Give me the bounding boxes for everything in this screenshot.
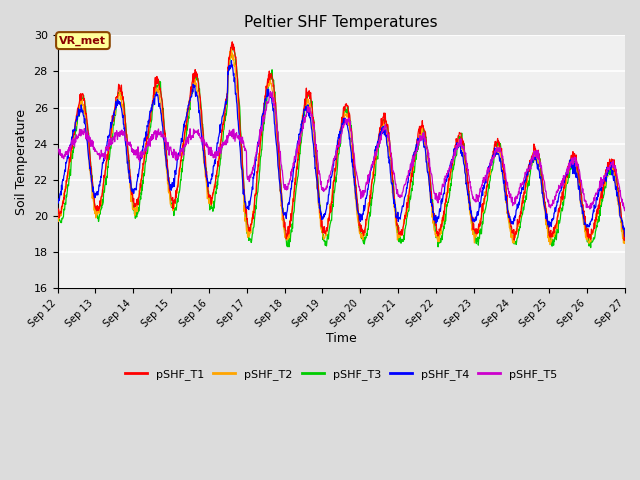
pSHF_T4: [504, 211, 512, 216]
Line: pSHF_T3: pSHF_T3: [58, 46, 625, 248]
pSHF_T1: [228, 39, 236, 45]
pSHF_T4: [166, 183, 173, 189]
pSHF_T3: [621, 230, 629, 236]
pSHF_T3: [166, 189, 173, 195]
Y-axis label: Soil Temperature: Soil Temperature: [15, 109, 28, 215]
pSHF_T3: [228, 43, 236, 48]
pSHF_T3: [430, 210, 438, 216]
pSHF_T1: [504, 209, 512, 215]
pSHF_T2: [228, 46, 236, 52]
pSHF_T1: [554, 212, 562, 217]
pSHF_T1: [621, 229, 629, 235]
pSHF_T4: [554, 199, 562, 205]
pSHF_T2: [244, 234, 252, 240]
pSHF_T5: [54, 145, 61, 151]
Text: VR_met: VR_met: [60, 36, 106, 46]
Line: pSHF_T4: pSHF_T4: [58, 60, 625, 237]
X-axis label: Time: Time: [326, 332, 356, 345]
pSHF_T4: [54, 199, 61, 204]
pSHF_T4: [244, 205, 252, 211]
pSHF_T3: [554, 230, 562, 236]
Line: pSHF_T1: pSHF_T1: [58, 42, 625, 240]
pSHF_T3: [180, 155, 188, 161]
pSHF_T5: [180, 152, 188, 158]
pSHF_T5: [504, 186, 512, 192]
pSHF_T3: [587, 245, 595, 251]
pSHF_T3: [504, 209, 512, 215]
pSHF_T3: [54, 210, 61, 216]
pSHF_T4: [621, 234, 629, 240]
pSHF_T5: [166, 144, 173, 150]
pSHF_T2: [554, 213, 562, 218]
pSHF_T4: [180, 121, 188, 127]
pSHF_T2: [430, 224, 438, 230]
pSHF_T2: [166, 196, 173, 202]
Line: pSHF_T2: pSHF_T2: [58, 49, 625, 245]
pSHF_T5: [430, 188, 438, 194]
pSHF_T5: [621, 208, 628, 214]
pSHF_T2: [180, 142, 188, 147]
pSHF_T4: [228, 58, 236, 63]
Line: pSHF_T5: pSHF_T5: [58, 92, 625, 211]
Legend: pSHF_T1, pSHF_T2, pSHF_T3, pSHF_T4, pSHF_T5: pSHF_T1, pSHF_T2, pSHF_T3, pSHF_T4, pSHF…: [120, 364, 562, 384]
pSHF_T2: [504, 215, 512, 220]
pSHF_T1: [54, 204, 61, 210]
pSHF_T3: [244, 227, 252, 233]
pSHF_T4: [430, 213, 438, 219]
pSHF_T1: [166, 188, 173, 194]
pSHF_T1: [180, 137, 188, 143]
pSHF_T1: [620, 238, 628, 243]
pSHF_T5: [554, 187, 562, 192]
pSHF_T5: [243, 175, 251, 180]
pSHF_T2: [546, 242, 554, 248]
pSHF_T1: [430, 214, 438, 219]
pSHF_T5: [621, 204, 629, 210]
Title: Peltier SHF Temperatures: Peltier SHF Temperatures: [244, 15, 438, 30]
pSHF_T1: [244, 221, 252, 227]
pSHF_T5: [267, 89, 275, 95]
pSHF_T2: [54, 215, 61, 221]
pSHF_T2: [621, 238, 629, 244]
